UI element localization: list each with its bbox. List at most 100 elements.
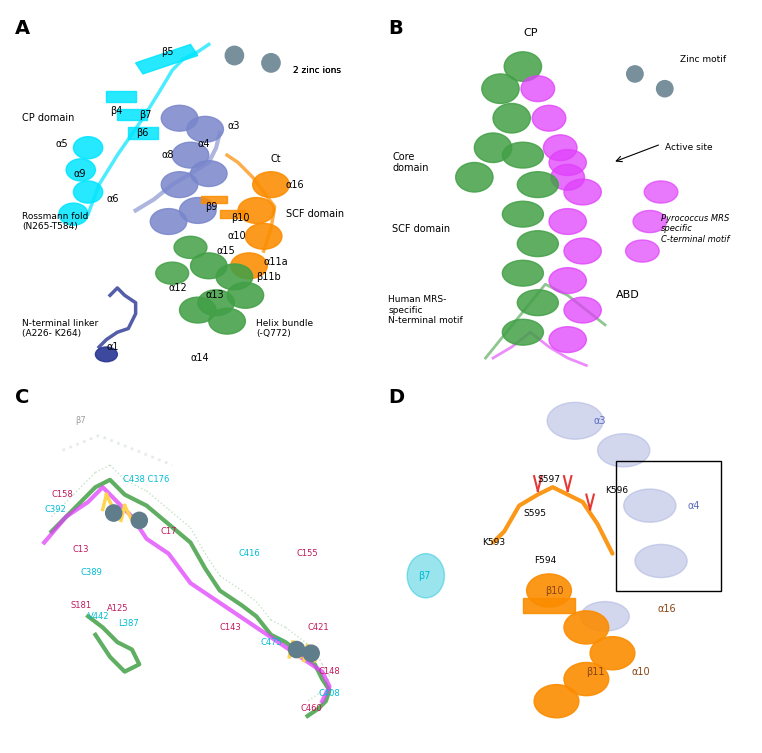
Text: β6: β6	[136, 128, 148, 138]
Text: C: C	[15, 388, 29, 407]
Ellipse shape	[564, 611, 609, 644]
Ellipse shape	[216, 264, 253, 290]
Text: C155: C155	[296, 549, 319, 558]
Text: Active site: Active site	[664, 143, 712, 152]
Text: L387: L387	[118, 619, 139, 628]
Circle shape	[262, 53, 280, 72]
Ellipse shape	[564, 179, 601, 205]
Ellipse shape	[187, 117, 223, 142]
Ellipse shape	[162, 105, 198, 131]
Text: C17: C17	[160, 527, 177, 536]
Text: β11b: β11b	[256, 272, 281, 282]
Ellipse shape	[504, 52, 542, 81]
Text: Core
domain: Core domain	[392, 151, 429, 173]
Ellipse shape	[253, 172, 290, 197]
Text: C148: C148	[319, 667, 341, 676]
Ellipse shape	[172, 142, 209, 168]
Ellipse shape	[482, 74, 519, 103]
Ellipse shape	[227, 282, 264, 308]
Ellipse shape	[190, 160, 227, 187]
Text: β10: β10	[546, 586, 564, 596]
Ellipse shape	[597, 434, 650, 467]
Text: SCF domain: SCF domain	[392, 224, 450, 234]
Ellipse shape	[521, 76, 555, 102]
Ellipse shape	[150, 209, 187, 234]
Text: α14: α14	[190, 353, 209, 363]
Circle shape	[289, 642, 305, 657]
Text: S181: S181	[70, 601, 91, 610]
Text: β11: β11	[587, 666, 605, 677]
Text: β7: β7	[139, 109, 152, 120]
Text: C460: C460	[300, 704, 322, 713]
Text: Zinc motif: Zinc motif	[680, 55, 726, 64]
Text: CP: CP	[523, 29, 537, 38]
Text: A: A	[15, 19, 30, 38]
Text: α16: α16	[658, 604, 676, 614]
Ellipse shape	[502, 261, 543, 286]
Text: α3: α3	[594, 416, 607, 425]
Text: Helix bundle
(-Q772): Helix bundle (-Q772)	[256, 319, 313, 338]
Ellipse shape	[534, 684, 579, 718]
Ellipse shape	[564, 238, 601, 264]
Ellipse shape	[95, 347, 117, 361]
Text: D: D	[389, 388, 405, 407]
Ellipse shape	[456, 163, 493, 192]
Text: C408: C408	[319, 689, 341, 698]
Text: B: B	[389, 19, 403, 38]
Text: S597: S597	[538, 475, 561, 484]
Ellipse shape	[155, 262, 189, 285]
Text: SCF domain: SCF domain	[286, 209, 344, 219]
Text: α4: α4	[198, 139, 210, 149]
Text: α9: α9	[73, 169, 86, 178]
Ellipse shape	[502, 201, 543, 227]
Text: S595: S595	[523, 508, 546, 517]
Text: β10: β10	[231, 213, 249, 223]
Ellipse shape	[549, 209, 587, 234]
Text: β4: β4	[110, 106, 123, 116]
Ellipse shape	[209, 308, 245, 334]
Ellipse shape	[517, 230, 559, 257]
Ellipse shape	[407, 553, 444, 598]
Circle shape	[131, 512, 147, 529]
Ellipse shape	[549, 267, 587, 294]
Text: C13: C13	[72, 545, 89, 554]
Ellipse shape	[474, 133, 512, 163]
Ellipse shape	[527, 574, 572, 607]
Circle shape	[657, 81, 673, 97]
Ellipse shape	[543, 135, 577, 160]
Text: 2 zinc ions: 2 zinc ions	[293, 66, 341, 75]
Text: Human MRS-
specific
N-terminal motif: Human MRS- specific N-terminal motif	[389, 295, 463, 325]
Text: C143: C143	[220, 623, 242, 632]
Text: 2 zinc ions: 2 zinc ions	[293, 66, 341, 75]
Text: α15: α15	[216, 246, 235, 256]
Ellipse shape	[198, 290, 235, 316]
Ellipse shape	[174, 236, 207, 258]
Ellipse shape	[190, 253, 227, 279]
Polygon shape	[136, 44, 198, 74]
Text: C389: C389	[81, 568, 103, 577]
Text: α4: α4	[687, 501, 700, 511]
Circle shape	[303, 645, 319, 661]
Ellipse shape	[502, 319, 543, 345]
Text: N-terminal linker
(A226- K264): N-terminal linker (A226- K264)	[22, 319, 98, 338]
Text: K596: K596	[605, 486, 628, 495]
Text: C392: C392	[44, 505, 66, 514]
Circle shape	[626, 66, 643, 82]
Ellipse shape	[590, 636, 635, 670]
Text: β7: β7	[75, 416, 86, 425]
Circle shape	[106, 505, 122, 521]
Text: ABD: ABD	[616, 291, 640, 300]
Ellipse shape	[180, 197, 216, 224]
Bar	[616, 462, 721, 590]
Ellipse shape	[162, 172, 198, 197]
Ellipse shape	[245, 224, 282, 249]
Ellipse shape	[493, 103, 530, 133]
Ellipse shape	[549, 327, 587, 352]
Ellipse shape	[66, 159, 95, 181]
Text: CP domain: CP domain	[22, 113, 75, 123]
Ellipse shape	[581, 602, 629, 631]
Ellipse shape	[626, 240, 659, 262]
Text: C475: C475	[260, 638, 282, 647]
Text: Ct: Ct	[271, 154, 282, 164]
Ellipse shape	[502, 142, 543, 168]
